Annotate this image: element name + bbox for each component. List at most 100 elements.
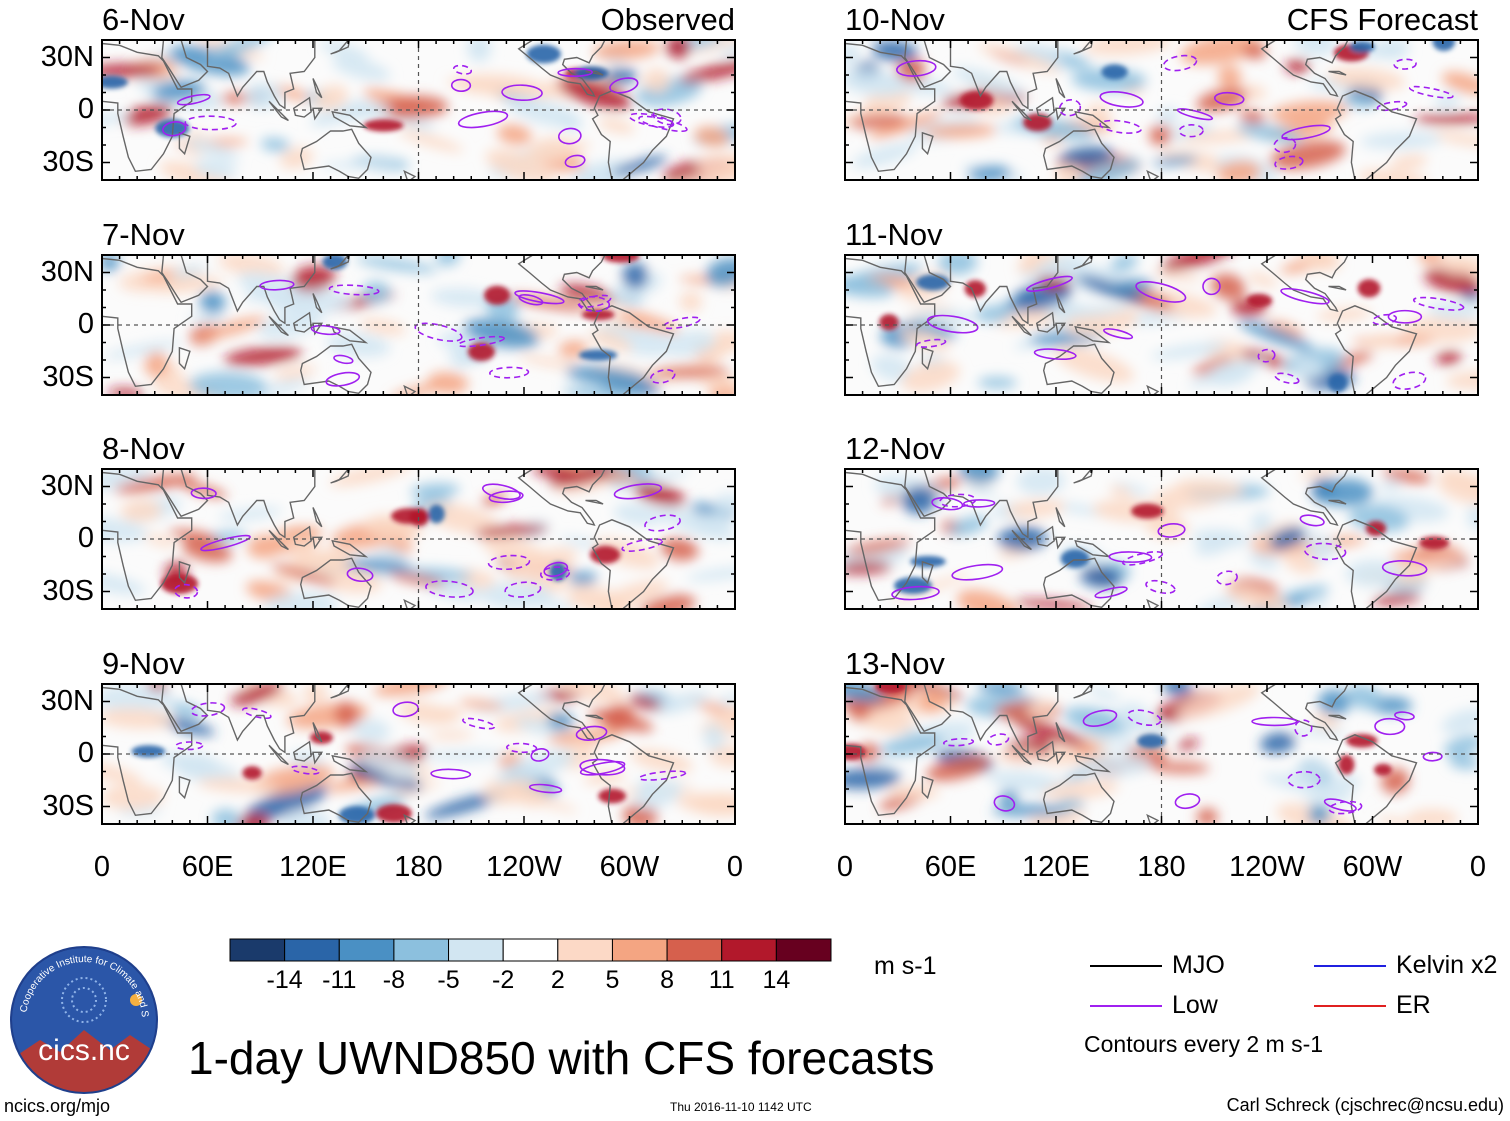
panel-date-label: 13-Nov bbox=[845, 646, 945, 681]
colorbar-label: 5 bbox=[605, 966, 620, 994]
colorbar-swatch bbox=[502, 938, 559, 962]
lat-tick-label: 0 bbox=[77, 93, 94, 125]
figure-title: 1-day UWND850 with CFS forecasts bbox=[188, 1032, 935, 1084]
colorbar-label: -14 bbox=[266, 966, 303, 994]
panel-12-Nov bbox=[844, 468, 1479, 610]
lat-tick-label: 30N bbox=[40, 40, 94, 73]
panel-ticks bbox=[844, 468, 1479, 610]
colorbar-swatch bbox=[557, 938, 613, 962]
panel-date-label: 9-Nov bbox=[102, 646, 185, 681]
lat-tick-label: 30S bbox=[42, 360, 94, 393]
colorbar-label: 14 bbox=[762, 966, 791, 994]
coastlines bbox=[845, 684, 1418, 824]
lon-tick-label: 120W bbox=[486, 851, 562, 883]
panel-ticks bbox=[844, 39, 1479, 181]
colorbar-swatch bbox=[284, 938, 340, 962]
lat-tick-label: 0 bbox=[77, 737, 94, 769]
colorbar-swatch bbox=[666, 938, 723, 962]
colorbar-swatch bbox=[611, 938, 668, 962]
panel-11-Nov bbox=[844, 254, 1479, 396]
lat-tick-label: 0 bbox=[77, 522, 94, 554]
lon-tick-label: 0 bbox=[1469, 851, 1487, 883]
lon-tick-label: 120E bbox=[279, 851, 347, 883]
colorbar-units: m s-1 bbox=[874, 952, 937, 980]
coastlines bbox=[102, 684, 675, 824]
low-contours bbox=[942, 709, 1443, 815]
lon-tick-label: 0 bbox=[726, 851, 744, 883]
wind-shading bbox=[102, 469, 735, 609]
lat-tick-label: 30N bbox=[40, 684, 94, 717]
low-contours bbox=[915, 275, 1465, 390]
footer-url: ncics.org/mjo bbox=[4, 1096, 111, 1116]
panel-8-Nov bbox=[101, 468, 736, 610]
colorbar-swatch bbox=[448, 938, 504, 962]
panel-7-Nov bbox=[101, 254, 736, 396]
observed-label: Observed bbox=[600, 2, 735, 37]
wind-shading bbox=[845, 469, 1478, 609]
panel-ticks bbox=[844, 254, 1479, 396]
colorbar-label: 2 bbox=[550, 966, 565, 994]
colorbar-label: -5 bbox=[437, 966, 460, 994]
panel-10-Nov bbox=[844, 39, 1479, 181]
colorbar bbox=[229, 938, 832, 962]
colorbar-swatch bbox=[229, 938, 286, 962]
lon-tick-label: 60W bbox=[599, 851, 660, 883]
panel-date-label: 8-Nov bbox=[102, 431, 185, 466]
panel-6-Nov bbox=[101, 39, 736, 181]
coastlines bbox=[102, 469, 675, 609]
panel-ticks bbox=[101, 683, 736, 825]
panel-date-label: 12-Nov bbox=[845, 431, 945, 466]
lon-tick-label: 0 bbox=[836, 851, 854, 883]
footer-timestamp: Thu 2016-11-10 1142 UTC bbox=[670, 1100, 812, 1114]
panel-date-label: 11-Nov bbox=[845, 217, 943, 252]
panel-date-label: 7-Nov bbox=[102, 217, 185, 252]
contour-note: Contours every 2 m s-1 bbox=[1084, 1031, 1324, 1057]
panel-ticks bbox=[101, 254, 736, 396]
panel-ticks bbox=[101, 468, 736, 610]
lat-tick-label: 30S bbox=[42, 789, 94, 822]
colorbar-swatch bbox=[338, 938, 395, 962]
lon-tick-label: 60E bbox=[181, 851, 234, 883]
coastlines bbox=[845, 469, 1418, 609]
colorbar-swatch bbox=[393, 938, 450, 962]
colorbar-swatch bbox=[721, 938, 777, 962]
legend-label: Low bbox=[1172, 991, 1218, 1019]
colorbar-label: -2 bbox=[492, 966, 515, 994]
low-contours bbox=[259, 279, 701, 387]
low-contours bbox=[891, 493, 1428, 601]
panel-date-label: 10-Nov bbox=[845, 2, 945, 37]
lon-tick-label: 60E bbox=[924, 851, 977, 883]
panel-ticks bbox=[844, 683, 1479, 825]
lat-tick-label: 0 bbox=[77, 308, 94, 340]
panel-ticks bbox=[101, 39, 736, 181]
lat-tick-label: 30N bbox=[40, 469, 94, 502]
logo-text: cics.nc bbox=[38, 1034, 130, 1067]
panels-layer bbox=[101, 39, 1479, 825]
colorbar-label: -11 bbox=[322, 966, 357, 994]
footer-credit: Carl Schreck (cjschrec@ncsu.edu) bbox=[1226, 1095, 1504, 1115]
colorbar-label: -8 bbox=[382, 966, 406, 994]
legend-label: ER bbox=[1396, 991, 1431, 1019]
low-contours bbox=[173, 483, 681, 599]
lon-tick-label: 180 bbox=[1137, 851, 1186, 883]
legend-label: MJO bbox=[1172, 951, 1225, 979]
legend-label: Kelvin x2 bbox=[1396, 951, 1498, 979]
panel-13-Nov bbox=[844, 683, 1479, 825]
colorbar-label: 8 bbox=[660, 966, 675, 994]
lat-tick-label: 30S bbox=[42, 574, 94, 607]
panel-9-Nov bbox=[101, 683, 736, 825]
lat-tick-label: 30N bbox=[40, 255, 94, 288]
low-contours bbox=[175, 701, 687, 794]
colorbar-swatch bbox=[775, 938, 832, 962]
forecast-label: CFS Forecast bbox=[1286, 2, 1478, 37]
lon-tick-label: 60W bbox=[1342, 851, 1403, 883]
low-contours bbox=[896, 54, 1454, 170]
lon-tick-label: 120E bbox=[1022, 851, 1090, 883]
lon-tick-label: 180 bbox=[394, 851, 443, 883]
coastlines bbox=[845, 40, 1418, 180]
lon-tick-label: 120W bbox=[1229, 851, 1305, 883]
lat-tick-label: 30S bbox=[42, 145, 94, 178]
legend bbox=[1090, 965, 1386, 1007]
